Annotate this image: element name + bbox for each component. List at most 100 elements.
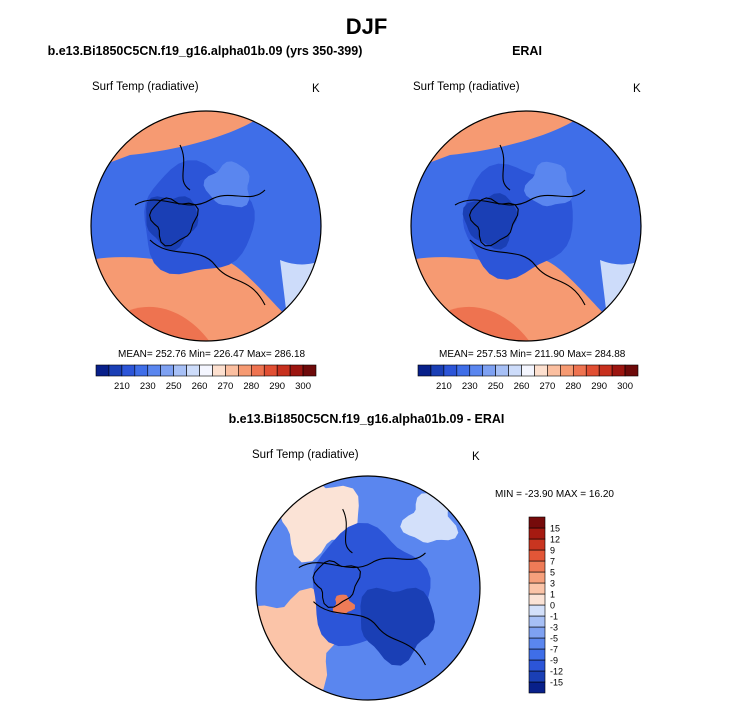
colorbar-box — [528, 604, 546, 617]
colorbar-box — [528, 549, 546, 562]
coastline — [134, 144, 266, 306]
colorbar-box — [199, 364, 213, 377]
colorbar-box — [173, 364, 187, 377]
colorbar-box — [250, 364, 265, 377]
polar-map-model — [90, 110, 322, 342]
colorbar-box — [528, 659, 546, 672]
colorbar-box — [528, 571, 546, 584]
colorbar-tick-label: 3 — [550, 579, 555, 589]
colorbar-tick-label: 9 — [550, 546, 555, 556]
colorbar-tick-label: 290 — [269, 381, 285, 392]
colorbar-box — [528, 527, 546, 540]
colorbar-box — [469, 364, 484, 377]
colorbar-tick-label: 290 — [591, 381, 607, 392]
units-label-diff: K — [472, 451, 480, 463]
colorbar-model: 210 230 250 260 270 280 290 300 — [95, 364, 317, 392]
colorbar-tick-label: 210 — [436, 381, 452, 392]
variable-label-erai: Surf Temp (radiative) — [413, 81, 520, 93]
colorbar-box — [528, 516, 546, 529]
colorbar-tick-label: -3 — [550, 623, 558, 633]
colorbar-box — [482, 364, 496, 377]
coastline-greenland — [469, 197, 519, 247]
colorbar-tick-label: -9 — [550, 656, 558, 666]
colorbar-box — [534, 364, 548, 377]
colorbar-tick-label: 0 — [550, 601, 555, 611]
colorbar-tick-label: 280 — [243, 381, 259, 392]
colorbar-tick-label: 300 — [295, 381, 311, 392]
variable-label-diff: Surf Temp (radiative) — [252, 449, 359, 461]
coastline-greenland — [312, 560, 361, 608]
colorbar-tick-label: -7 — [550, 645, 558, 655]
stats-text-erai: MEAN= 257.53 Min= 211.90 Max= 284.88 — [439, 349, 626, 360]
colorbar-erai: 210 230 250 260 270 280 290 300 — [417, 364, 639, 392]
mild-region-east — [600, 260, 641, 341]
colorbar-tick-label: 12 — [550, 535, 560, 545]
colorbar-box — [225, 364, 239, 377]
colorbar-tick-label: 5 — [550, 568, 555, 578]
colorbar-box — [430, 364, 445, 377]
colorbar-tick-label: 250 — [166, 381, 182, 392]
colorbar-box — [598, 364, 613, 377]
colorbar-box — [528, 637, 546, 650]
variable-label-model: Surf Temp (radiative) — [92, 81, 199, 93]
colorbar-box — [528, 615, 546, 628]
panel-title-model: b.e13.Bi1850C5CN.f19_g16.alpha01b.09 (yr… — [47, 44, 363, 58]
colorbar-tick-label: 7 — [550, 557, 555, 567]
map-field — [411, 111, 641, 341]
stats-text-diff: MIN = -23.90 MAX = 16.20 — [495, 489, 614, 500]
colorbar-tick-label: 300 — [617, 381, 633, 392]
colorbar-tick-label: 1 — [550, 590, 555, 600]
colorbar-box — [547, 364, 561, 377]
colorbar-box — [611, 364, 626, 377]
colorbar-box — [456, 364, 471, 377]
colorbar-tick-label: -1 — [550, 612, 558, 622]
coastline-greenland — [149, 197, 199, 247]
colorbar-tick-label: -5 — [550, 634, 558, 644]
colorbar-box — [585, 364, 600, 377]
colorbar-box — [417, 364, 432, 377]
colorbar-box — [521, 364, 535, 377]
colorbar-box — [134, 364, 149, 377]
map-boundary — [90, 110, 322, 342]
colorbar-box — [528, 560, 546, 573]
colorbar-box — [212, 364, 226, 377]
colorbar-tick-label: 15 — [550, 524, 560, 534]
colorbar-box — [508, 364, 522, 377]
colorbar-tick-label: 210 — [114, 381, 130, 392]
mild-region-east — [280, 260, 321, 341]
colorbar-tick-label: 260 — [514, 381, 530, 392]
cold-region-siberia — [524, 161, 573, 207]
colorbar-box — [528, 681, 546, 694]
stats-text-model: MEAN= 252.76 Min= 226.47 Max= 286.18 — [118, 349, 306, 360]
colorbar-box — [495, 364, 509, 377]
colorbar-box — [572, 364, 587, 377]
colorbar-tick-label: 230 — [462, 381, 478, 392]
colorbar-box — [263, 364, 278, 377]
colorbar-box — [528, 538, 546, 551]
colorbar-box — [147, 364, 162, 377]
colorbar-box — [624, 364, 639, 377]
map-boundary — [255, 475, 481, 701]
colorbar-box — [302, 364, 317, 377]
anomaly-cold-siberia — [360, 587, 435, 666]
colorbar-box — [528, 593, 546, 606]
coastline — [298, 508, 426, 666]
colorbar-tick-label: -15 — [550, 678, 563, 688]
colorbar-box — [121, 364, 136, 377]
map-field — [256, 476, 480, 700]
colorbar-box — [186, 364, 200, 377]
colorbar-tick-label: -12 — [550, 667, 563, 677]
colorbar-box — [276, 364, 291, 377]
colorbar-box — [238, 364, 252, 377]
colorbar-tick-label: 230 — [140, 381, 156, 392]
colorbar-tick-label: 270 — [539, 381, 555, 392]
polar-map-diff — [255, 475, 481, 701]
colorbar-box — [289, 364, 304, 377]
polar-map-erai — [410, 110, 642, 342]
colorbar-box — [160, 364, 174, 377]
colorbar-box — [528, 670, 546, 683]
anomaly-warm-spot — [332, 594, 355, 615]
colorbar-box — [443, 364, 458, 377]
units-label-erai: K — [633, 83, 641, 95]
